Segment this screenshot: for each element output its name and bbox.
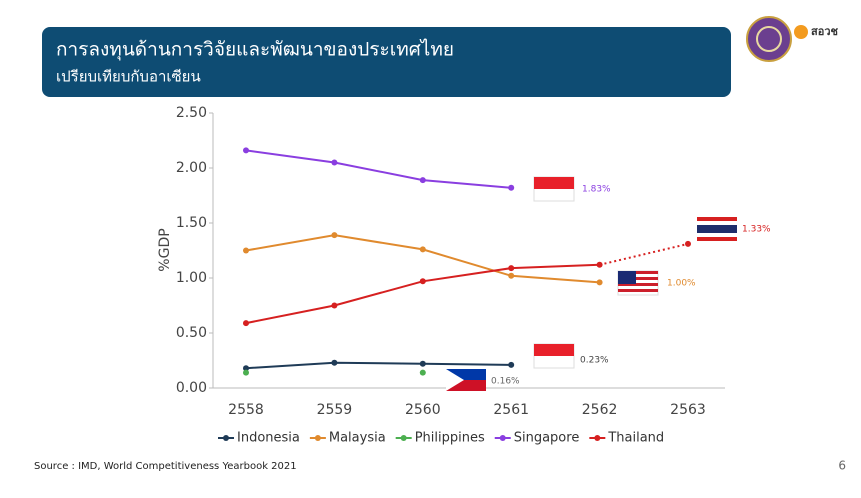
flag-malaysia-s4 xyxy=(618,289,658,292)
flag-malaysia-s1 xyxy=(618,271,658,274)
legend-dot xyxy=(499,435,506,441)
point xyxy=(685,240,691,247)
point xyxy=(508,184,515,191)
x-tick-label: 2563 xyxy=(670,402,706,418)
point xyxy=(596,261,603,268)
y-tick-label: 2.00 xyxy=(176,160,207,176)
flag-singapore-red xyxy=(534,177,574,189)
legend-dot xyxy=(314,435,321,441)
point xyxy=(243,369,249,376)
title: การลงทุนด้านการวิจัยและพัฒนาของประเทศไทย xyxy=(56,39,454,62)
point xyxy=(508,361,515,368)
logo-text: สอวช xyxy=(811,25,838,38)
flag-malaysia-s3 xyxy=(618,283,658,286)
point xyxy=(243,247,249,254)
series-line xyxy=(245,361,512,370)
y-axis-label: %GDP xyxy=(157,228,173,271)
flag-indonesia-red xyxy=(534,344,574,356)
legend-dot xyxy=(223,435,229,441)
annotation: 1.33% xyxy=(742,225,771,235)
x-tick-label: 2558 xyxy=(228,402,264,418)
point xyxy=(419,360,426,367)
logo xyxy=(746,16,792,62)
title-banner xyxy=(42,27,731,97)
flag-thailand-mid xyxy=(697,225,737,233)
flag-thailand-bottom xyxy=(697,237,737,241)
y-tick-label: 0.00 xyxy=(176,380,207,396)
point xyxy=(419,369,426,376)
annotation: 1.00% xyxy=(667,279,696,289)
logo-inner xyxy=(756,26,782,52)
y-tick-label: 1.00 xyxy=(176,270,207,286)
legend-label: Thailand xyxy=(607,431,664,446)
series-line xyxy=(245,149,512,189)
legend-label: Philippines xyxy=(415,431,485,446)
point xyxy=(331,159,338,166)
annotation: 0.16% xyxy=(491,377,520,387)
y-tick-label: 0.50 xyxy=(176,325,207,341)
x-tick-label: 2562 xyxy=(582,402,618,418)
point xyxy=(508,272,515,279)
flag-philippines-triangle xyxy=(446,369,464,391)
x-tick-label: 2559 xyxy=(317,402,353,418)
flag-philippines-red xyxy=(446,380,486,391)
annotation: 0.23% xyxy=(580,356,609,366)
page-number: 6 xyxy=(838,459,846,473)
projection-line xyxy=(599,242,689,266)
point xyxy=(508,265,515,272)
point xyxy=(419,177,426,184)
legend-label: Indonesia xyxy=(237,431,300,446)
logo-mark xyxy=(794,25,808,39)
legend-label: Singapore xyxy=(514,431,580,446)
subtitle: เปรียบเทียบกับอาเซียน xyxy=(56,68,201,86)
point xyxy=(596,279,603,286)
series-line xyxy=(245,234,600,284)
x-tick-label: 2561 xyxy=(493,402,529,418)
flag-malaysia-s2 xyxy=(618,277,658,280)
point xyxy=(243,365,249,372)
point xyxy=(243,320,249,327)
legend-dot xyxy=(594,435,601,441)
legend-dot xyxy=(400,435,407,441)
legend-label: Malaysia xyxy=(329,431,386,446)
point xyxy=(419,278,426,285)
x-tick-label: 2560 xyxy=(405,402,441,418)
flag-thailand-top xyxy=(697,217,737,221)
point xyxy=(243,147,249,154)
flags xyxy=(446,176,737,391)
point xyxy=(331,302,338,309)
annotation: 1.83% xyxy=(582,185,611,195)
y-tick-label: 1.50 xyxy=(176,215,207,231)
series-line xyxy=(245,263,600,325)
point xyxy=(419,246,426,253)
point xyxy=(331,359,338,366)
y-tick-label: 2.50 xyxy=(176,105,207,121)
point xyxy=(331,232,338,239)
source: Source : IMD, World Competitiveness Year… xyxy=(34,461,297,472)
flag-malaysia-canton xyxy=(618,271,636,284)
